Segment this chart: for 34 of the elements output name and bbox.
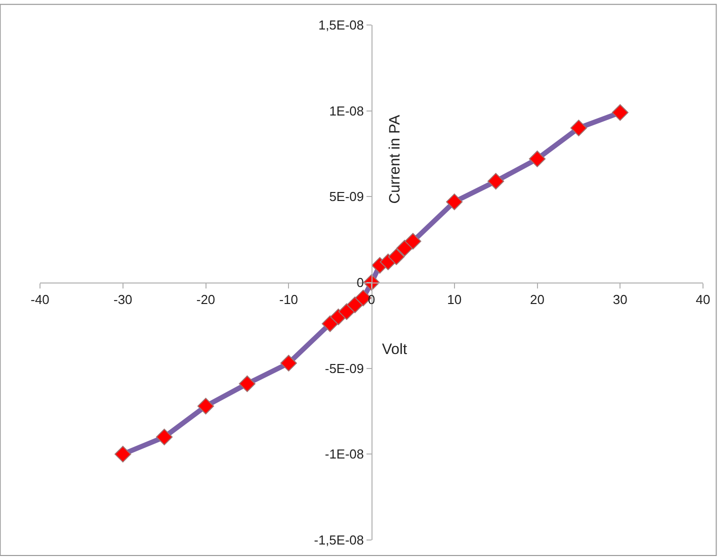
- point: [197, 398, 214, 414]
- point: [528, 150, 546, 168]
- x-tick-label: 40: [696, 292, 710, 308]
- y-tick-label: -1E-08: [324, 446, 364, 462]
- x-tick-label: -10: [279, 292, 298, 308]
- point: [156, 428, 173, 446]
- y-tick-label: 1,5E-08: [318, 18, 364, 33]
- point: [388, 248, 405, 266]
- point: [404, 233, 422, 250]
- point: [346, 296, 364, 314]
- x-tick-label: 10: [447, 292, 462, 308]
- point: [114, 446, 132, 462]
- x-tick-label: 20: [530, 292, 544, 308]
- point: [488, 172, 504, 190]
- point: [338, 303, 355, 320]
- point: [396, 240, 413, 256]
- x-tick-label: 30: [612, 292, 628, 308]
- point: [280, 354, 297, 372]
- point: [570, 120, 587, 136]
- y-tick-label: 5E-09: [329, 189, 364, 204]
- y-tick-label: -1,5E-08: [314, 532, 364, 548]
- y-tick-label: 1E-08: [329, 103, 364, 118]
- point: [322, 315, 338, 332]
- point: [238, 375, 256, 392]
- x-tick-label: -30: [113, 292, 132, 308]
- x-tick-label: -40: [30, 292, 50, 308]
- x-tick-label: 0: [368, 292, 376, 308]
- y-axis-title: Current in PA: [386, 114, 404, 204]
- y-tick-label: -5E-09: [324, 360, 364, 376]
- x-axis-title: Volt: [382, 341, 408, 358]
- x-tick-label: -20: [196, 292, 216, 308]
- y-tick-label: 0: [356, 275, 364, 290]
- point: [612, 104, 628, 121]
- point: [446, 194, 463, 210]
